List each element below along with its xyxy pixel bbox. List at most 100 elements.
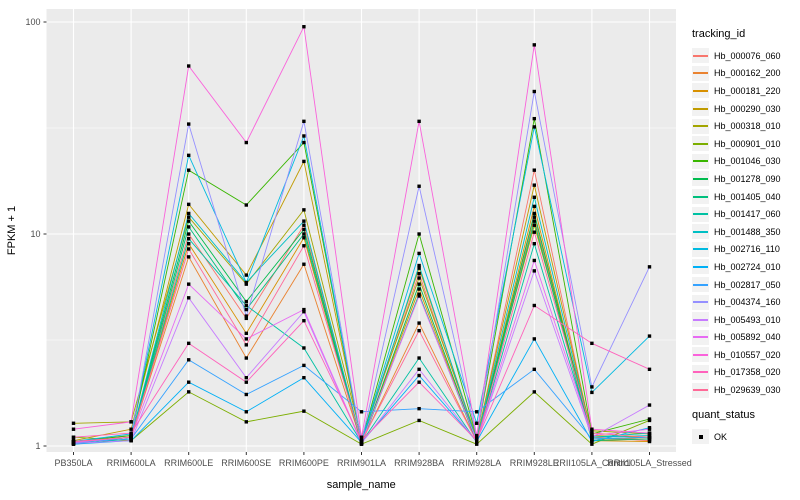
data-point bbox=[590, 427, 594, 431]
data-point bbox=[647, 439, 652, 444]
legend-item-label: Hb_002724_010 bbox=[714, 261, 781, 272]
data-point bbox=[359, 410, 364, 414]
data-point bbox=[302, 375, 306, 380]
data-point bbox=[302, 310, 306, 314]
legend-item-label: Hb_010557_020 bbox=[714, 349, 781, 360]
data-point bbox=[647, 367, 652, 372]
data-point bbox=[417, 294, 421, 298]
data-point bbox=[244, 337, 248, 341]
data-point bbox=[475, 410, 479, 414]
legend-item-label: Hb_000181_220 bbox=[714, 85, 781, 96]
data-point bbox=[532, 43, 536, 47]
data-point bbox=[590, 442, 594, 446]
data-point bbox=[532, 258, 536, 263]
data-point bbox=[302, 208, 306, 212]
legend-item-label: Hb_004374_160 bbox=[714, 297, 781, 308]
series-color-line bbox=[693, 283, 708, 286]
data-point bbox=[417, 292, 421, 296]
data-point bbox=[417, 271, 421, 276]
data-point bbox=[244, 307, 248, 312]
data-point bbox=[187, 64, 191, 68]
series-color-line bbox=[693, 195, 708, 198]
data-point bbox=[532, 195, 536, 199]
legend-line-key-icon bbox=[692, 65, 709, 81]
data-point bbox=[187, 215, 191, 219]
data-point bbox=[590, 439, 594, 444]
legend-item: Hb_000076_060 bbox=[692, 47, 798, 65]
legend-line-key-icon bbox=[692, 189, 709, 205]
data-point bbox=[244, 420, 248, 424]
data-point bbox=[417, 380, 421, 384]
x-tick-label: RRIM600LE bbox=[164, 458, 213, 468]
x-tick-label: RRIM928LA bbox=[452, 458, 501, 468]
series-color-line bbox=[693, 389, 708, 392]
data-point bbox=[475, 439, 479, 444]
data-point bbox=[417, 184, 421, 188]
legend-item: Hb_000290_030 bbox=[692, 100, 798, 118]
data-point bbox=[187, 255, 191, 259]
data-point bbox=[71, 427, 76, 431]
x-tick-label: RRII105LA_Control bbox=[553, 458, 631, 468]
legend-item: Hb_000318_010 bbox=[692, 117, 798, 135]
data-point bbox=[532, 269, 536, 273]
legend-tracking-items: Hb_000076_060 Hb_000162_200 Hb_000181_220 H… bbox=[692, 47, 798, 399]
data-point bbox=[302, 223, 306, 227]
data-point bbox=[187, 168, 191, 172]
series-color-line bbox=[693, 336, 708, 339]
data-point bbox=[302, 134, 306, 138]
data-point bbox=[187, 225, 191, 229]
data-point bbox=[590, 390, 594, 395]
data-point bbox=[244, 343, 248, 347]
series-color-line bbox=[693, 230, 708, 233]
data-point bbox=[647, 431, 652, 435]
legend-item: Hb_005493_010 bbox=[692, 311, 798, 329]
data-point bbox=[302, 119, 306, 124]
legend-item-label: Hb_000318_010 bbox=[714, 121, 781, 132]
legend-line-key-icon bbox=[692, 171, 709, 187]
data-point bbox=[647, 265, 652, 269]
data-point bbox=[532, 390, 536, 394]
data-point bbox=[647, 417, 652, 421]
data-point bbox=[71, 435, 76, 439]
data-point bbox=[187, 390, 191, 394]
data-point bbox=[532, 204, 536, 209]
legend-item: Hb_001278_090 bbox=[692, 170, 798, 188]
data-point bbox=[187, 282, 191, 286]
legend-item-label: Hb_002716_110 bbox=[714, 244, 780, 255]
data-point bbox=[532, 125, 536, 129]
legend-item-label: Hb_000076_060 bbox=[714, 50, 781, 61]
legend-item: Hb_001417_060 bbox=[692, 205, 798, 223]
data-point bbox=[244, 203, 248, 207]
data-point bbox=[187, 219, 191, 223]
y-tick-label: 100 bbox=[25, 17, 40, 27]
legend-line-key-icon bbox=[692, 241, 709, 257]
series-color-line bbox=[693, 89, 708, 92]
data-point bbox=[244, 303, 248, 308]
data-point bbox=[244, 280, 248, 285]
data-point bbox=[187, 122, 191, 126]
data-point bbox=[532, 168, 536, 172]
data-point bbox=[244, 356, 248, 360]
legend-item: Hb_001405_040 bbox=[692, 188, 798, 206]
series-color-line bbox=[693, 371, 708, 374]
legend-item: Hb_000181_220 bbox=[692, 82, 798, 100]
legend-item: Hb_005892_040 bbox=[692, 329, 798, 347]
data-point bbox=[590, 385, 594, 389]
data-point bbox=[647, 334, 652, 338]
legend-line-key-icon bbox=[692, 101, 709, 117]
data-point bbox=[187, 380, 191, 384]
series-color-line bbox=[693, 177, 708, 180]
legend-item-label: Hb_017358_020 bbox=[714, 367, 781, 378]
legend-item-label: Hb_000901_010 bbox=[714, 138, 781, 149]
legend-line-key-icon bbox=[692, 294, 709, 310]
data-point bbox=[417, 232, 421, 236]
series-color-line bbox=[693, 265, 708, 268]
data-point bbox=[244, 316, 248, 321]
legend-item-label: Hb_000290_030 bbox=[714, 103, 781, 114]
x-axis-title: sample_name bbox=[327, 479, 396, 491]
data-point bbox=[71, 439, 76, 444]
data-point bbox=[302, 307, 306, 312]
x-tick-label: RRIM600LA bbox=[107, 458, 156, 468]
data-point bbox=[417, 263, 421, 268]
data-point bbox=[590, 341, 594, 346]
